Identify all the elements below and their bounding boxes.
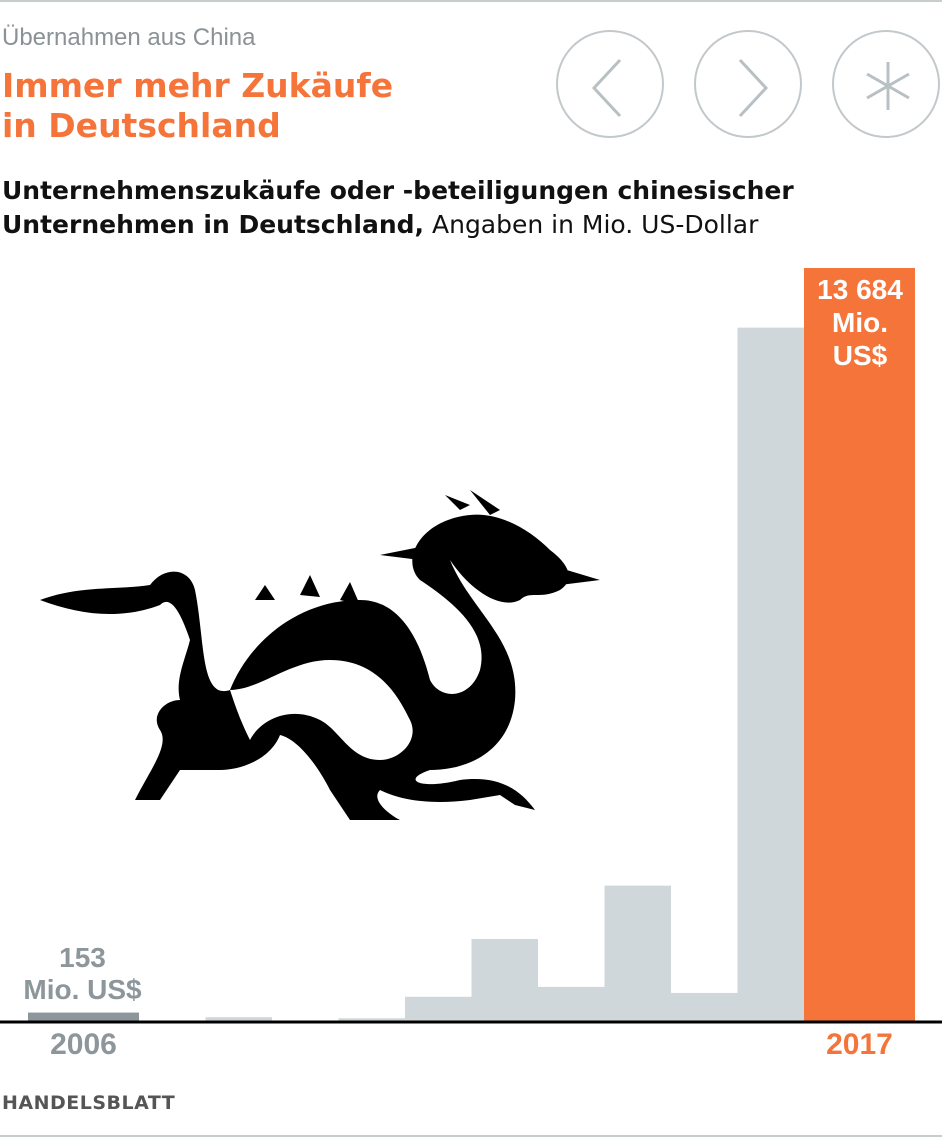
title-line-1: Immer mehr Zukäufe [2,66,394,105]
bar-2017 [804,268,915,1021]
subtitle-bold: Unternehmenszukäufe oder -beteiligungen … [2,176,794,239]
page-title: Immer mehr Zukäufe in Deutschland [2,66,393,146]
next-button[interactable] [694,30,802,138]
bar-2013 [538,986,605,1021]
subtitle-normal: Angaben in Mio. US-Dollar [424,210,759,239]
x-tick-first: 2006 [50,1028,117,1061]
chevron-right-icon [738,58,769,118]
bar-2016 [737,327,804,1021]
first-value-label: 153 [59,942,106,973]
first-unit-label: Mio. US$ [23,974,142,1005]
last-unit-label-1: Mio. [832,307,888,338]
top-rule [0,0,942,2]
bar-2015 [671,992,738,1021]
bar-2008 [205,1017,272,1021]
source-label: HANDELSBLATT [2,1092,176,1114]
chevron-left-icon [591,58,622,118]
last-unit-label-2: US$ [832,340,888,371]
bar-2011 [405,996,472,1021]
prev-button[interactable] [556,30,664,138]
asterisk-icon [866,62,910,110]
bar-2006 [28,1012,139,1021]
bar-2010 [338,1018,405,1021]
bottom-rule [0,1135,942,1137]
last-value-label: 13 684 [817,274,903,305]
bar-2012 [471,939,538,1021]
dragon-illustration [40,490,600,820]
bar-2014 [604,885,671,1021]
share-button[interactable] [832,30,940,138]
chart-subtitle: Unternehmenszukäufe oder -beteiligungen … [2,174,902,242]
last-bar-data-label: 13 684 Mio. US$ [800,273,920,372]
x-tick-last: 2017 [826,1028,893,1061]
title-line-2: in Deutschland [2,106,281,145]
first-bar-data-label: 153 Mio. US$ [10,942,155,1006]
kicker: Übernahmen aus China [2,24,256,51]
